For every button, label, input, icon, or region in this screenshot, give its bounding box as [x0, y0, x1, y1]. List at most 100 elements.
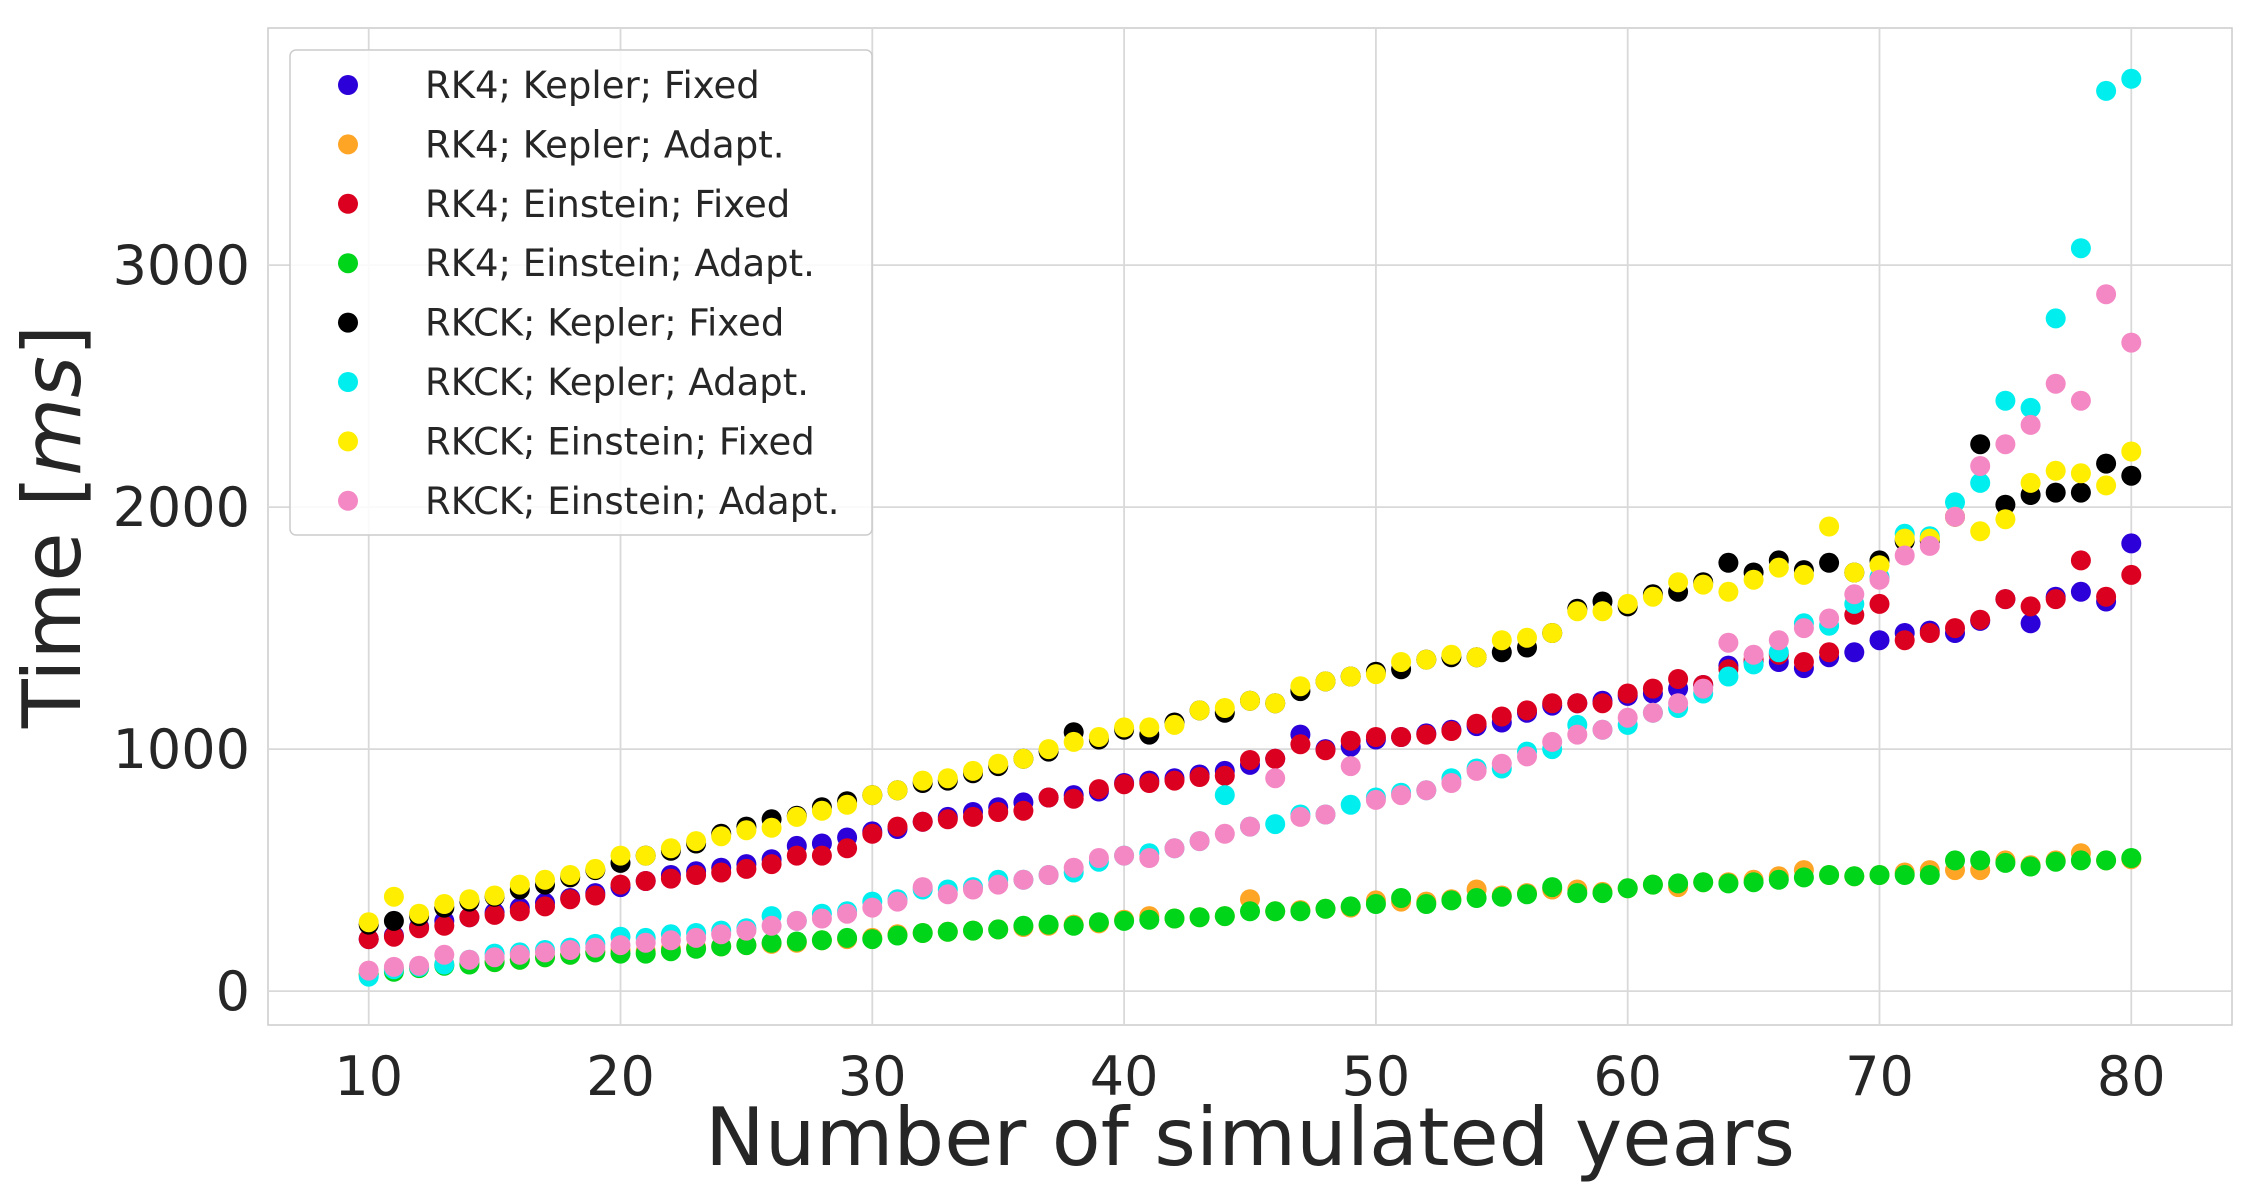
data-point — [1970, 521, 1991, 542]
data-point — [1466, 760, 1487, 781]
data-point — [1642, 586, 1663, 607]
data-point — [1315, 671, 1336, 692]
data-point — [1013, 748, 1034, 769]
legend-marker — [338, 134, 358, 155]
data-point — [1894, 528, 1915, 549]
data-point — [1693, 678, 1714, 699]
data-point — [1315, 898, 1336, 919]
data-point — [1844, 866, 1865, 887]
data-point — [1970, 434, 1991, 455]
data-point — [1063, 915, 1084, 936]
x-tick-label: 40 — [1090, 1045, 1159, 1108]
data-point — [1592, 883, 1613, 904]
data-point — [1743, 872, 1764, 893]
data-point — [1869, 865, 1890, 885]
data-point — [761, 915, 782, 936]
data-point — [887, 891, 908, 912]
data-point — [686, 927, 707, 948]
data-point — [1240, 750, 1260, 770]
data-point — [1718, 632, 1739, 653]
data-point — [1793, 618, 1814, 639]
data-point — [912, 923, 933, 943]
data-point — [711, 924, 732, 945]
data-point — [2020, 856, 2041, 877]
data-point — [1668, 693, 1689, 714]
data-point — [937, 768, 958, 789]
data-point — [1290, 734, 1311, 755]
data-point — [1617, 593, 1638, 614]
data-point — [1114, 845, 1135, 866]
series-group — [358, 550, 2142, 950]
data-point — [1995, 589, 2016, 610]
data-point — [1164, 908, 1185, 929]
data-point — [1214, 906, 1235, 927]
data-point — [1240, 901, 1260, 922]
data-point — [409, 903, 430, 924]
data-point — [2096, 850, 2117, 871]
data-point — [1869, 569, 1890, 590]
data-point — [2070, 581, 2091, 602]
data-point — [1088, 727, 1109, 747]
x-tick-label: 60 — [1593, 1045, 1662, 1108]
data-point — [1290, 806, 1311, 827]
data-point — [1365, 727, 1386, 747]
legend-label: RKCK; Kepler; Fixed — [425, 302, 784, 345]
data-point — [1592, 719, 1613, 740]
data-point — [1945, 850, 1965, 871]
data-point — [2096, 475, 2117, 496]
data-point — [1013, 869, 1034, 890]
data-point — [1214, 785, 1235, 806]
data-point — [1995, 509, 2016, 530]
data-point — [1919, 535, 1940, 556]
data-point — [1088, 779, 1109, 800]
legend-marker — [338, 312, 358, 333]
x-axis-label: Number of simulated years — [705, 1091, 1795, 1184]
data-point — [736, 935, 757, 956]
legend-label: RK4; Einstein; Fixed — [425, 183, 790, 226]
data-point — [2045, 482, 2066, 503]
data-point — [2045, 308, 2066, 329]
data-point — [358, 912, 379, 933]
data-point — [1693, 574, 1714, 595]
data-point — [1365, 664, 1386, 685]
data-point — [1189, 700, 1210, 721]
data-point — [1718, 666, 1739, 687]
data-point — [1642, 874, 1663, 895]
data-point — [2121, 441, 2142, 462]
data-point — [1970, 850, 1991, 871]
x-tick-label: 10 — [334, 1045, 403, 1108]
data-point — [887, 780, 908, 801]
data-point — [837, 838, 858, 859]
data-point — [988, 919, 1009, 940]
data-point — [1290, 901, 1311, 922]
legend-marker — [338, 490, 358, 511]
data-point — [1517, 746, 1537, 767]
data-point — [1542, 731, 1563, 752]
data-point — [1265, 768, 1286, 789]
legend-marker — [338, 193, 358, 214]
data-point — [988, 874, 1009, 895]
data-point — [585, 885, 606, 906]
data-point — [1038, 739, 1059, 760]
data-point — [1441, 773, 1462, 793]
data-point — [2121, 533, 2142, 554]
data-point — [1491, 886, 1512, 907]
data-point — [2121, 68, 2142, 89]
legend-marker — [338, 75, 358, 95]
data-point — [1642, 702, 1663, 723]
data-point — [1139, 909, 1160, 930]
data-point — [535, 942, 555, 963]
data-point — [1114, 910, 1135, 931]
data-point — [1265, 901, 1286, 922]
data-point — [1517, 884, 1537, 905]
data-point — [1542, 693, 1563, 714]
x-tick-label: 30 — [838, 1045, 907, 1108]
data-point — [686, 865, 707, 885]
data-point — [2020, 596, 2041, 617]
data-point — [2020, 414, 2041, 435]
data-point — [2070, 390, 2091, 411]
data-point — [1365, 894, 1386, 914]
y-tick-label: 2000 — [113, 476, 250, 539]
data-point — [1768, 869, 1789, 890]
data-point — [1869, 555, 1890, 576]
